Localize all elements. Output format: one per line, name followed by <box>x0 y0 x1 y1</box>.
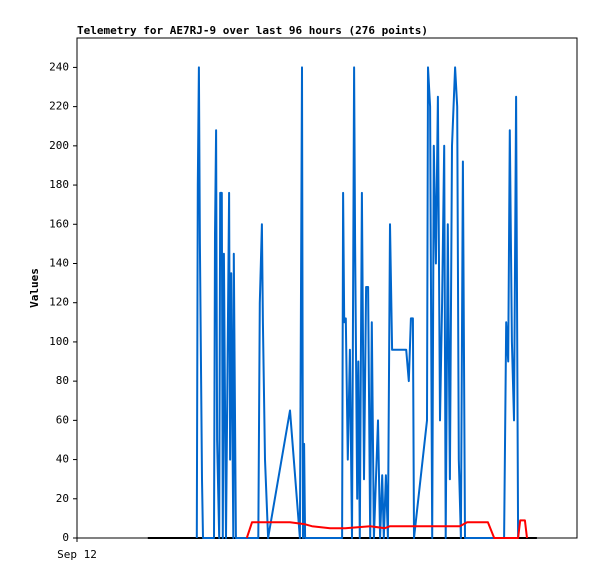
y-tick-label: 80 <box>56 374 69 387</box>
y-tick-label: 100 <box>49 335 69 348</box>
y-tick-label: 220 <box>49 100 69 113</box>
y-tick-label: 20 <box>56 492 69 505</box>
series-line <box>245 519 528 539</box>
y-tick-label: 180 <box>49 178 69 191</box>
y-tick-label: 40 <box>56 453 69 466</box>
y-tick-label: 140 <box>49 256 69 269</box>
plot-frame <box>76 37 578 539</box>
x-tick-label: Sep 12 <box>57 548 97 561</box>
chart-title: Telemetry for AE7RJ-9 over last 96 hours… <box>77 24 428 37</box>
y-axis-label: Values <box>28 268 41 308</box>
y-tick-label: 120 <box>49 296 69 309</box>
y-tick-label: 160 <box>49 217 69 230</box>
series-line <box>195 66 520 539</box>
y-tick-label: 60 <box>56 413 69 426</box>
y-tick-label: 200 <box>49 139 69 152</box>
y-tick-label: 240 <box>49 60 69 73</box>
y-tick-label: 0 <box>62 531 69 544</box>
